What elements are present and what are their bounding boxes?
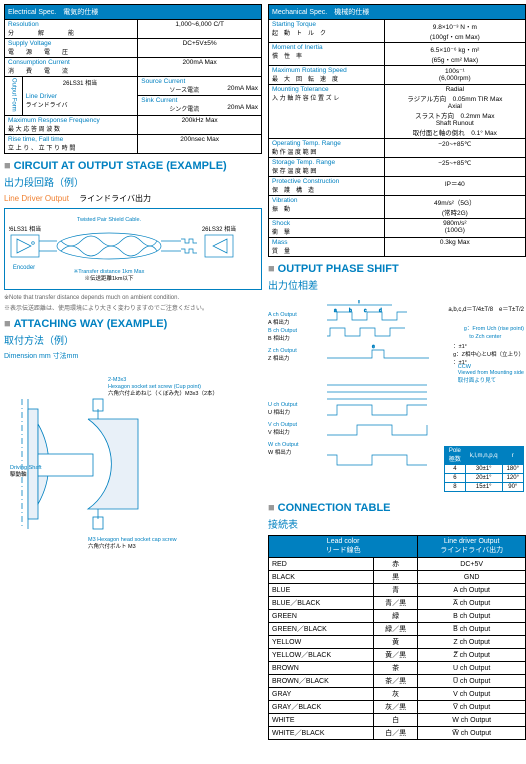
spec-label: Rise time, Fall time立 上 り 、 立 下 り 時 間 bbox=[5, 134, 138, 153]
mechanical-spec-table: Mechanical Spec. 機械的仕様 Starting Torque起 … bbox=[268, 4, 526, 257]
conn-row: RED赤DC+5V bbox=[269, 558, 526, 571]
spec-val: −25~+85℃ bbox=[384, 158, 525, 177]
conn-row: YELLOW黄Z ch Output bbox=[269, 636, 526, 649]
spec-label: Shock衝 撃 bbox=[269, 219, 385, 238]
attach-dim: Dimension mm 寸法mm bbox=[4, 351, 262, 361]
spec-val: −20~+85℃ bbox=[384, 139, 525, 158]
spec-label: Supply Voltage電 源 電 圧 bbox=[5, 39, 138, 58]
spec-label: Protective Construction保 護 構 造 bbox=[269, 177, 385, 196]
svg-text:2-M3x3: 2-M3x3 bbox=[108, 377, 126, 383]
spec-val: 9.8×10⁻³ N・m (100gf・cm Max) bbox=[384, 20, 525, 43]
conn-head-out: Line driver Output ラインドライバ出力 bbox=[418, 536, 526, 558]
conn-row: WHITE／BLACK白／黒W̅ ch Output bbox=[269, 727, 526, 740]
svg-text:M3 Hexagon head socket cap scr: M3 Hexagon head socket cap screw bbox=[88, 537, 177, 543]
sink-current: Sink Current シンク電流 20mA Max bbox=[138, 96, 262, 115]
svg-text:Twisted Pair Shield Cable.: Twisted Pair Shield Cable. bbox=[77, 217, 142, 223]
spec-label: Maximum Response Frequency最 大 応 答 周 波 数 bbox=[5, 115, 138, 134]
conn-row: BLUE青A ch Output bbox=[269, 584, 526, 597]
conn-sub: 接続表 bbox=[268, 516, 526, 531]
spec-val: DC+5V±5% bbox=[138, 39, 262, 58]
phase-title: OUTPUT PHASE SHIFT bbox=[268, 263, 526, 275]
spec-label: Mass質 量 bbox=[269, 238, 385, 257]
attach-sub: 取付方法（例） bbox=[4, 332, 262, 347]
svg-text:※伝送距離1km以下: ※伝送距離1km以下 bbox=[85, 274, 134, 282]
spec-label: Storage Temp. Range保 存 温 度 範 囲 bbox=[269, 158, 385, 177]
attach-title: ATTACHING WAY (EXAMPLE) bbox=[4, 318, 262, 330]
svg-text:六角穴付ボルト M3: 六角穴付ボルト M3 bbox=[88, 542, 136, 549]
spec-val: 200kHz Max bbox=[138, 115, 262, 134]
attach-diagram: 2-M3x3 Hexagon socket set screw (Cup poi… bbox=[4, 365, 262, 555]
conn-row: GRAY灰V ch Output bbox=[269, 688, 526, 701]
spec-label: Starting Torque起 動 ト ル ク bbox=[269, 20, 385, 43]
mech-header: Mechanical Spec. 機械的仕様 bbox=[269, 5, 526, 20]
conn-row: GRAY／BLACK灰／黒V̅ ch Output bbox=[269, 701, 526, 714]
spec-label: Mounting Tolerance入 力 軸 許 容 位 置 ズ レ bbox=[269, 85, 385, 139]
svg-text:Hexagon socket set screw (Cup: Hexagon socket set screw (Cup point) bbox=[108, 384, 201, 390]
electrical-spec-table: Electrical Spec. 電気的仕様 Resolution分 解 能1,… bbox=[4, 4, 262, 154]
spec-val: 200nsec Max bbox=[138, 134, 262, 153]
spec-label: Moment of Inertia慣 性 率 bbox=[269, 43, 385, 66]
spec-label: Maximum Rotating Speed最 大 回 転 速 度 bbox=[269, 66, 385, 85]
circuit-title: CIRCUIT AT OUTPUT STAGE (EXAMPLE) bbox=[4, 160, 262, 172]
svg-text:六角穴付止めねじ（くぼみ先）M3x3（2本）: 六角穴付止めねじ（くぼみ先）M3x3（2本） bbox=[108, 389, 218, 397]
spec-val: IP＝40 bbox=[384, 177, 525, 196]
spec-val: 6.5×10⁻⁶ kg・m² (65g・cm² Max) bbox=[384, 43, 525, 66]
svg-text:d: d bbox=[379, 308, 382, 314]
conn-title: CONNECTION TABLE bbox=[268, 502, 526, 514]
svg-text:駆動軸: 駆動軸 bbox=[10, 470, 27, 478]
conn-row: BROWN茶U ch Output bbox=[269, 662, 526, 675]
spec-val: Radial ラジアル方向 0.05mm TIR Max Axial スラスト方… bbox=[384, 85, 525, 139]
circuit-diagram: 26LS31 相当 Encoder Twisted Pair Shield Ca… bbox=[4, 208, 262, 290]
spec-val: 1,000~6,000 C/T bbox=[138, 20, 262, 39]
line-driver-cell: 26LS31 相当 Line Driver ラインドライバ bbox=[22, 77, 138, 116]
spec-val: 200mA Max bbox=[138, 58, 262, 77]
circuit-sub: 出力段回路（例） bbox=[4, 174, 262, 189]
svg-text:T: T bbox=[357, 300, 361, 305]
conn-row: BLACK黒GND bbox=[269, 571, 526, 584]
svg-text:※Transfer distance 1km Max: ※Transfer distance 1km Max bbox=[74, 268, 145, 275]
conn-row: BLUE／BLACK青／黒A̅ ch Output bbox=[269, 597, 526, 610]
output-form-label: Output Form bbox=[5, 77, 23, 116]
svg-text:26LS31 相当: 26LS31 相当 bbox=[9, 225, 41, 233]
pole-table: Pole 極数k,l,m,n,p,qr 430±1°180°620±1°120°… bbox=[444, 446, 524, 492]
svg-text:Driving Shaft: Driving Shaft bbox=[10, 465, 42, 471]
conn-row: YELLOW／BLACK黄／黒Z̅ ch Output bbox=[269, 649, 526, 662]
spec-val: 100s⁻¹ (6,000rpm) bbox=[384, 66, 525, 85]
circuit-note-en: ※Note that transfer distance depends muc… bbox=[4, 294, 262, 301]
svg-text:b: b bbox=[349, 308, 352, 314]
spec-label: Vibration振 動 bbox=[269, 196, 385, 219]
phase-diagram: T ab cd e a,b,c,d＝T/4±T/8 e＝T±T/2 A ch O… bbox=[268, 296, 526, 496]
elec-header: Electrical Spec. 電気的仕様 bbox=[5, 5, 262, 20]
conn-row: WHITE白W ch Output bbox=[269, 714, 526, 727]
svg-text:c: c bbox=[364, 308, 367, 314]
spec-val: 0.3kg Max bbox=[384, 238, 525, 257]
spec-label: Consumption Current消 費 電 流 bbox=[5, 58, 138, 77]
svg-text:e: e bbox=[372, 344, 375, 350]
circuit-note-jp: ※表示伝送距離は、使用環境により大きく変わりますのでご注意ください。 bbox=[4, 303, 262, 312]
spec-label: Operating Temp. Range動 作 温 度 範 囲 bbox=[269, 139, 385, 158]
spec-val: 980m/s² (100G) bbox=[384, 219, 525, 238]
source-current: Source Current ソース電流 20mA Max bbox=[138, 77, 262, 96]
svg-text:a: a bbox=[334, 308, 337, 314]
connection-table: Lead color リード線色 Line driver Output ラインド… bbox=[268, 535, 526, 740]
line-driver-output: Line Driver Output ラインドライバ出力 bbox=[4, 193, 262, 204]
phase-sub: 出力位相差 bbox=[268, 277, 526, 292]
conn-head-lead: Lead color リード線色 bbox=[269, 536, 418, 558]
spec-label: Resolution分 解 能 bbox=[5, 20, 138, 39]
svg-text:26LS32 相当: 26LS32 相当 bbox=[202, 225, 236, 233]
spec-val: 49m/s²（5G） (常時2G) bbox=[384, 196, 525, 219]
conn-row: BROWN／BLACK茶／黒U̅ ch Output bbox=[269, 675, 526, 688]
conn-row: GREEN／BLACK緑／黒B̅ ch Output bbox=[269, 623, 526, 636]
conn-row: GREEN緑B ch Output bbox=[269, 610, 526, 623]
svg-text:Encoder: Encoder bbox=[13, 265, 35, 271]
